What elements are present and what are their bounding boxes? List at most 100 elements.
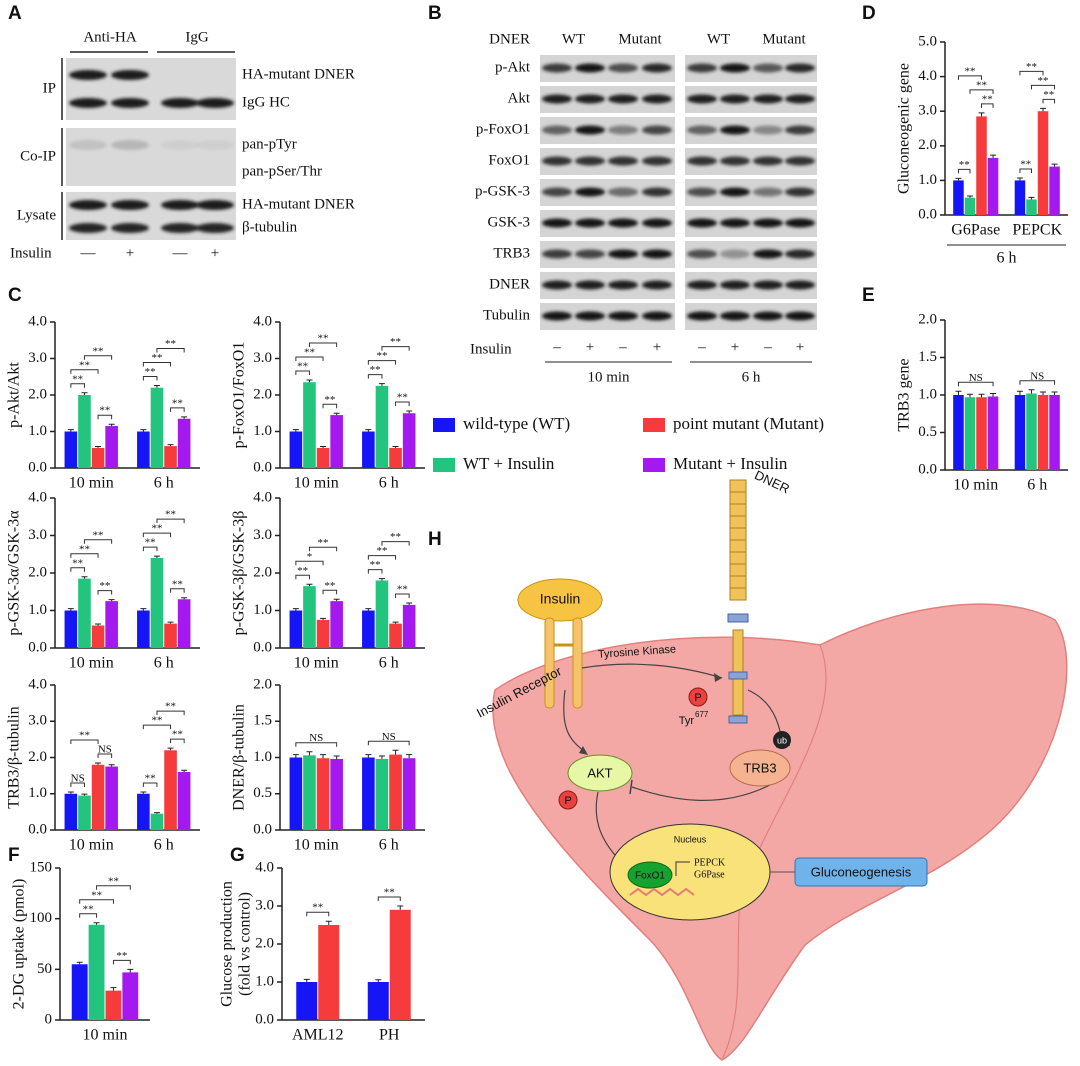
row-label: Akt — [508, 90, 531, 106]
y-tick-label: 100 — [30, 910, 53, 926]
panel-label: B — [428, 3, 442, 24]
significance-bracket — [79, 913, 98, 918]
significance-bracket — [97, 753, 113, 758]
bar — [303, 755, 316, 830]
blot-band — [575, 249, 605, 259]
significance-bracket — [322, 589, 338, 595]
bar — [289, 610, 303, 648]
error-bar — [990, 154, 997, 158]
blot-band — [642, 249, 672, 259]
bar — [402, 758, 416, 830]
significance-label: ** — [370, 364, 381, 376]
significance-bracket — [381, 346, 410, 351]
blot-band — [785, 280, 815, 290]
error-bar — [1016, 390, 1023, 395]
significance-bracket — [97, 590, 113, 595]
legend-label: wild-type (WT) — [463, 414, 570, 433]
error-bar — [333, 412, 340, 416]
y-tick-label: 2.0 — [253, 676, 272, 692]
row-label: GSK-3 — [487, 214, 530, 230]
legend-label: point mutant (Mutant) — [673, 414, 824, 433]
bar — [1037, 395, 1049, 470]
significance-label: ** — [312, 902, 323, 914]
significance-bracket — [1030, 84, 1056, 90]
significance-label: ** — [151, 523, 162, 535]
error-bar — [955, 390, 962, 395]
error-bar — [1040, 107, 1047, 112]
significance-bracket — [156, 710, 185, 716]
significance-label: ** — [79, 543, 90, 555]
bar — [316, 619, 330, 648]
significance-bracket — [79, 899, 114, 904]
y-axis-label: DNER/β-tubulin — [231, 704, 248, 811]
bar — [318, 925, 340, 1020]
x-tick-label: 6 h — [379, 655, 399, 672]
significance-label: ** — [304, 347, 315, 359]
error-bar — [406, 602, 413, 605]
bar — [150, 813, 164, 830]
group-label: Mutant — [762, 31, 806, 47]
significance-label: NS — [382, 731, 396, 743]
significance-bracket — [70, 383, 85, 388]
y-tick-label: 1.0 — [28, 602, 47, 618]
significance-bracket — [295, 742, 338, 747]
blot-band — [642, 156, 672, 166]
error-bar — [81, 576, 88, 579]
y-tick-label: 0.0 — [918, 206, 937, 222]
panel-label: G — [230, 845, 245, 866]
panel-label: A — [8, 3, 22, 24]
kinase-arrow — [581, 663, 723, 679]
y-tick-label: 0.0 — [918, 461, 937, 477]
error-bar — [378, 755, 385, 759]
significance-bracket — [170, 738, 185, 744]
bar — [402, 604, 416, 648]
error-bar — [397, 905, 404, 910]
significance-bracket — [381, 541, 410, 546]
blot-band — [542, 156, 572, 166]
y-tick-label: 2.0 — [253, 386, 272, 402]
blot-band — [785, 156, 815, 166]
bar — [105, 426, 118, 468]
bar — [330, 601, 343, 648]
row-label: pan-pTyr — [242, 136, 297, 152]
y-tick-label: 50 — [37, 961, 52, 977]
bar — [137, 793, 150, 830]
akt-arrow — [563, 689, 586, 753]
phospho-label: P — [564, 795, 571, 807]
y-tick-label: 1.0 — [918, 172, 937, 188]
bar — [64, 610, 78, 648]
output-box — [794, 857, 928, 887]
bar — [122, 972, 139, 1020]
y-tick-label: 0.0 — [28, 821, 47, 837]
significance-label: ** — [145, 366, 156, 378]
significance-label: ** — [324, 394, 335, 406]
column-label: Anti-HA — [83, 29, 136, 45]
blot-band — [542, 311, 572, 321]
x-tick-label: 10 min — [83, 1027, 128, 1044]
error-bar — [127, 968, 134, 973]
error-bar — [365, 429, 372, 432]
error-bar — [292, 754, 299, 758]
significance-bracket — [395, 401, 410, 407]
bar — [177, 418, 191, 468]
blot-band — [720, 125, 750, 135]
y-axis-label: TRB3/β-tubulin — [6, 706, 23, 808]
significance-label: ** — [1038, 75, 1049, 87]
time-label: 6 h — [742, 369, 761, 385]
y-tick-label: 1.5 — [253, 713, 272, 729]
y-tick-label: 3.0 — [255, 897, 274, 913]
y-axis-label: p-GSK-3α/GSK-3α — [6, 510, 23, 636]
y-axis-label: Gluconeogenic gene — [896, 63, 913, 194]
x-tick-label: 10 min — [294, 475, 339, 492]
error-bar — [1016, 177, 1023, 181]
blot-band — [196, 140, 234, 150]
error-bar — [1028, 196, 1035, 200]
significance-label: ** — [93, 345, 104, 357]
significance-label: NS — [98, 743, 112, 755]
significance-bracket — [395, 593, 410, 598]
bar — [177, 599, 191, 648]
blot-band — [642, 63, 672, 73]
y-tick-label: 2.0 — [918, 137, 937, 153]
significance-bracket — [367, 740, 410, 746]
